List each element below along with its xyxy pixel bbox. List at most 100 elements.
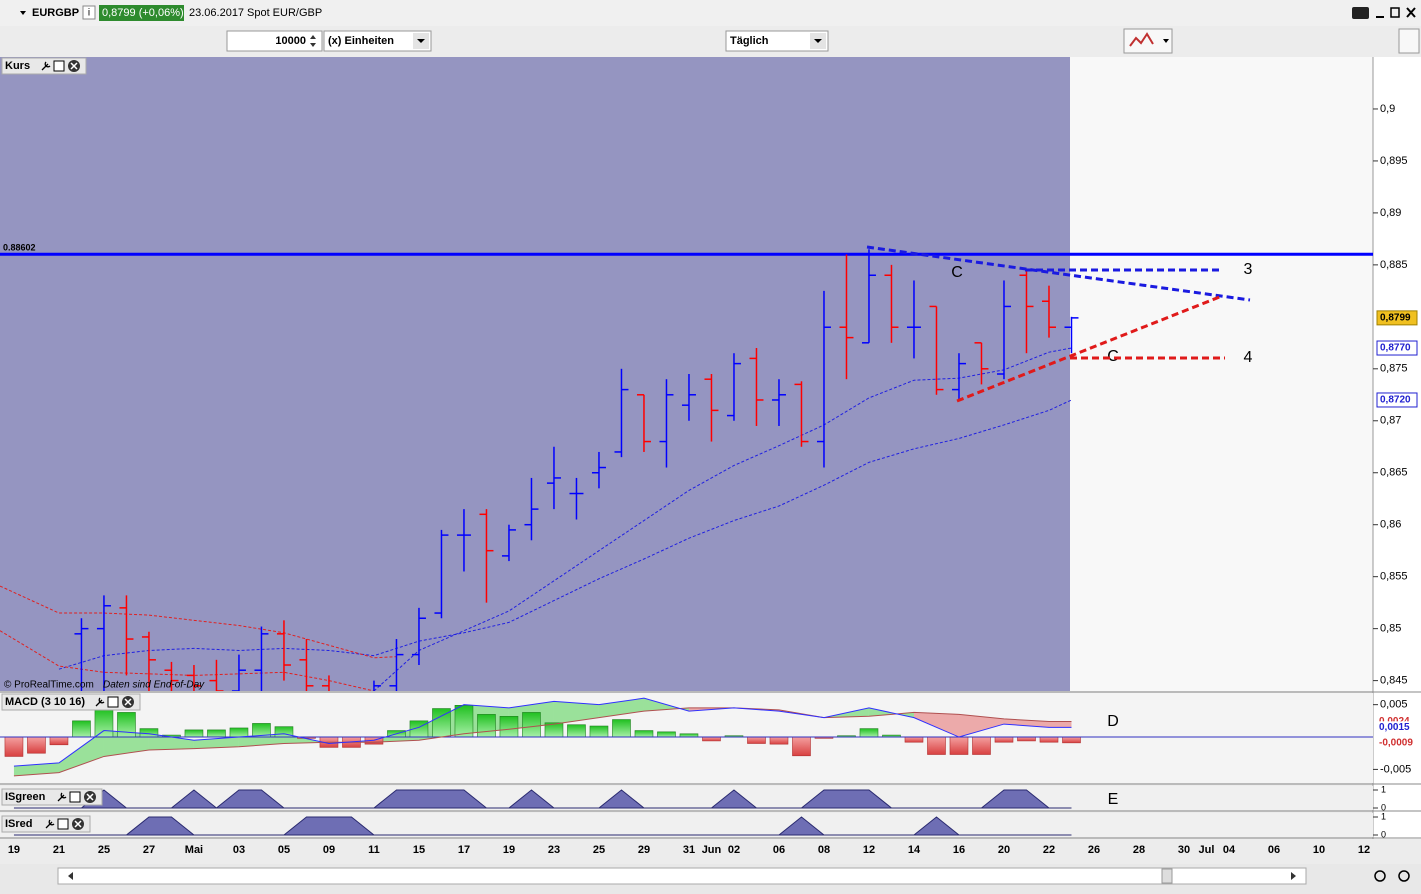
y-tick-label: 0,9 (1380, 103, 1395, 115)
period-select[interactable] (725, 30, 829, 52)
x-tick-label: 09 (323, 844, 335, 856)
y-tick-label: 1 (1381, 811, 1386, 821)
panel-title-box (1, 693, 141, 711)
maximize-icon (107, 696, 119, 708)
y-tick-label: 0,845 (1380, 675, 1408, 687)
histogram-bar (49, 736, 69, 746)
level-tag-label: -0,0009 (1379, 737, 1413, 748)
spinner[interactable] (310, 35, 316, 47)
x-axis (0, 839, 1421, 863)
x-tick-label: 21 (53, 844, 65, 856)
panel-title: ISred (5, 818, 33, 830)
histogram-bar (1017, 736, 1036, 742)
zoom-out[interactable] (1374, 870, 1386, 882)
x-tick-label: Mai (185, 844, 203, 856)
x-tick-label: 04 (1223, 844, 1236, 856)
remove-icon-x (124, 698, 132, 706)
maximize-icon (53, 60, 65, 72)
instrument: Spot EUR/GBP (247, 7, 322, 19)
histogram-bar (72, 720, 91, 738)
histogram-bar (117, 712, 136, 738)
y-tick-label: 0,855 (1380, 571, 1408, 583)
scrollbar[interactable] (57, 867, 1307, 885)
y-tick-label: 1 (1381, 784, 1386, 794)
x-tick-label: Jul (1199, 844, 1215, 856)
x-tick-label: 15 (413, 844, 425, 856)
y-tick-label: 0 (1381, 802, 1386, 812)
remove-icon-x (74, 820, 82, 828)
panel-title: Kurs (5, 60, 30, 72)
x-tick-label: 28 (1133, 844, 1145, 856)
y-tick-label: 0,885 (1380, 259, 1408, 271)
symbol: EURGBP (32, 7, 79, 19)
period: Täglich (730, 35, 769, 47)
x-tick-label: 05 (278, 844, 290, 856)
histogram-bar (589, 725, 609, 738)
y-tick-label: 0,86 (1380, 519, 1401, 531)
side-button[interactable] (1398, 28, 1420, 54)
x-tick-label: 03 (233, 844, 245, 856)
level-tag-label: 0,0015 (1379, 722, 1410, 733)
isred-panel (0, 813, 1373, 837)
histogram-bar (634, 730, 654, 738)
histogram-bar (229, 727, 249, 738)
settings-icon (57, 792, 67, 802)
level-tag (1377, 736, 1419, 749)
band-line (0, 585, 397, 659)
settings-icon (95, 697, 105, 707)
x-tick-label: 08 (818, 844, 830, 856)
settings-icon (45, 819, 55, 829)
x-tick-label: 06 (1268, 844, 1280, 856)
histogram-bar (499, 716, 519, 738)
drawings (866, 245, 1251, 403)
y-tick-label: 0,865 (1380, 467, 1408, 479)
maximize-icon (69, 791, 81, 803)
price-tag (1376, 392, 1418, 408)
chart-type-button[interactable] (1123, 28, 1173, 54)
zoom-in[interactable] (1398, 870, 1410, 882)
maximize[interactable] (1390, 7, 1400, 18)
histogram-bar (4, 736, 24, 757)
info-button[interactable] (82, 5, 96, 20)
x-tick-label: 19 (8, 844, 20, 856)
x-tick-label: 29 (638, 844, 650, 856)
histogram-bar (972, 736, 991, 755)
units-select[interactable] (323, 30, 432, 52)
macd-line (13, 697, 1072, 767)
histogram-bar (769, 736, 789, 745)
price-tag-label: 0,8720 (1380, 395, 1411, 406)
x-tick-label: 25 (98, 844, 110, 856)
macd-fill (553, 701, 599, 725)
symbol-menu[interactable] (20, 11, 26, 15)
histogram-bar (657, 731, 676, 738)
price-badge (99, 5, 184, 21)
x-tick-label: 30 (1178, 844, 1190, 856)
macd-fill (58, 730, 104, 773)
scroll-thumb[interactable] (1161, 868, 1173, 884)
annotation: E (1108, 791, 1119, 808)
panel-title: ISgreen (5, 791, 46, 803)
macd-panel (0, 693, 1373, 783)
macd-fill (1048, 721, 1072, 728)
maximize-icon (57, 818, 69, 830)
y-tick-label: 0 (1381, 829, 1386, 839)
histogram-bar (139, 728, 159, 738)
close[interactable] (1406, 7, 1416, 18)
histogram-bar (184, 729, 204, 738)
keyboard-icon[interactable] (1352, 7, 1369, 19)
x-tick-label: 12 (1358, 844, 1370, 856)
histogram-bar (27, 736, 46, 754)
x-tick-label: 25 (593, 844, 605, 856)
annotation: 4 (1244, 349, 1253, 366)
indicator-area (13, 816, 1072, 836)
x-tick-label: 06 (773, 844, 785, 856)
remove-icon-x (86, 793, 94, 801)
history-shade (0, 57, 1070, 691)
histogram-bar (994, 736, 1014, 743)
quantity-input[interactable] (226, 30, 323, 52)
histogram-bar (1062, 736, 1081, 744)
histogram-bar (927, 736, 946, 755)
signal-line (13, 707, 1072, 777)
x-tick-label: 19 (503, 844, 515, 856)
macd-fill (913, 712, 959, 738)
